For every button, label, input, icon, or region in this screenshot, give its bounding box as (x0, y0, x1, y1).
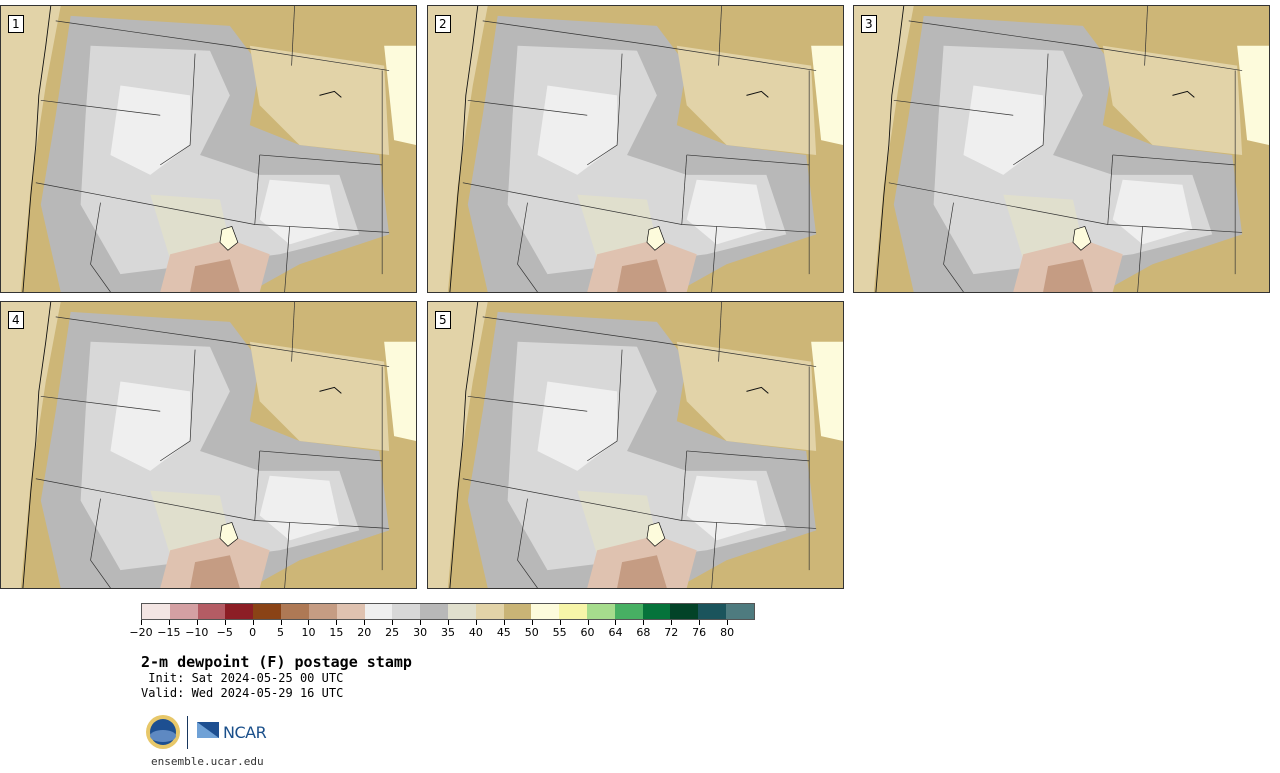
colorbar-tick (280, 620, 282, 625)
colorbar-swatch (253, 604, 282, 619)
colorbar-swatch (364, 604, 393, 619)
colorbar-tick (531, 620, 533, 625)
dewpoint-map (854, 6, 1269, 292)
panel-label: 2 (435, 15, 451, 33)
colorbar-tick (420, 620, 422, 625)
colorbar-tick-label: 72 (664, 626, 679, 639)
colorbar-swatch (281, 604, 309, 619)
colorbar-swatch (447, 604, 476, 619)
colorbar-tick-label: 60 (580, 626, 595, 639)
colorbar-tick (699, 620, 701, 625)
valid-time: Valid: Wed 2024-05-29 16 UTC (141, 686, 344, 700)
site-url: ensemble.ucar.edu (151, 755, 264, 768)
colorbar-swatch (392, 604, 421, 619)
colorbar-tick (503, 620, 505, 625)
init-time: Init: Sat 2024-05-25 00 UTC (141, 671, 344, 685)
colorbar-tick (336, 620, 338, 625)
colorbar-swatch (726, 604, 754, 619)
colorbar-tick (448, 620, 449, 625)
colorbar-swatch (614, 604, 643, 619)
colorbar-tick (224, 620, 226, 625)
map-panel-1: 1 (0, 5, 417, 293)
colorbar-tick-label: 80 (720, 626, 735, 639)
panel-label: 1 (8, 15, 24, 33)
dewpoint-map (428, 6, 843, 292)
colorbar-tick-label: 25 (385, 626, 400, 639)
colorbar-swatch (475, 604, 504, 619)
colorbar (141, 603, 755, 620)
dewpoint-map (1, 302, 416, 588)
colorbar-tick-label: 5 (277, 626, 285, 639)
logo-divider (187, 716, 188, 749)
colorbar-swatch (142, 604, 170, 619)
colorbar-swatch (308, 604, 337, 619)
colorbar-swatch (587, 604, 615, 619)
colorbar-tick-label: 10 (301, 626, 316, 639)
colorbar-tick (141, 620, 142, 625)
colorbar-tick (168, 620, 170, 625)
colorbar-tick-label: 30 (413, 626, 428, 639)
colorbar-ticks: −20 −15 −10 −5 0 5 10 15 20 25 30 35 40 45 50 55 60 64 68 7… (129, 620, 755, 640)
colorbar-tick (727, 620, 729, 625)
colorbar-tick-label: 76 (692, 626, 707, 639)
panel-label: 4 (8, 311, 24, 329)
nsf-logo-icon (146, 715, 180, 749)
colorbar-tick-label: 20 (357, 626, 372, 639)
colorbar-tick (475, 620, 477, 625)
colorbar-tick (615, 620, 617, 625)
colorbar-tick (364, 620, 366, 625)
colorbar-tick (196, 620, 198, 625)
colorbar-tick-label: 45 (496, 626, 511, 639)
colorbar-tick (559, 620, 561, 625)
logos: NCAR (145, 714, 275, 752)
colorbar-tick-label: 64 (608, 626, 623, 639)
colorbar-tick-label: 50 (524, 626, 539, 639)
colorbar-swatch (420, 604, 448, 619)
colorbar-tick-label: −5 (216, 626, 233, 639)
colorbar-swatch (225, 604, 254, 619)
colorbar-tick-label: 68 (636, 626, 651, 639)
dewpoint-map (1, 6, 416, 292)
colorbar-swatch (698, 604, 727, 619)
colorbar-swatch (559, 604, 587, 619)
dewpoint-map (428, 302, 843, 588)
colorbar-tick (671, 620, 673, 625)
map-panel-5: 5 (427, 301, 844, 589)
colorbar-swatch (336, 604, 365, 619)
colorbar-tick-label: 15 (329, 626, 344, 639)
panel-label: 3 (861, 15, 877, 33)
colorbar-swatch (642, 604, 671, 619)
colorbar-tick (643, 620, 645, 625)
colorbar-tick-label: 40 (468, 626, 483, 639)
ncar-logo-icon (197, 722, 219, 738)
panel-label: 5 (435, 311, 451, 329)
colorbar-tick (392, 620, 394, 625)
colorbar-tick-label: −20 (129, 626, 153, 639)
colorbar-tick (587, 620, 589, 625)
ncar-wordmark: NCAR (223, 723, 267, 742)
map-panel-3: 3 (853, 5, 1270, 293)
plot-title: 2-m dewpoint (F) postage stamp (141, 653, 412, 671)
colorbar-tick-label: −10 (185, 626, 209, 639)
map-panel-2: 2 (427, 5, 844, 293)
colorbar-tick-label: −15 (157, 626, 181, 639)
colorbar-swatch (169, 604, 198, 619)
colorbar-swatch (531, 604, 560, 619)
colorbar-tick-label: 35 (441, 626, 455, 639)
colorbar-tick (252, 620, 254, 625)
map-panel-4: 4 (0, 301, 417, 589)
colorbar-tick-label: 0 (249, 626, 257, 639)
colorbar-tick-label: 55 (552, 626, 567, 639)
colorbar-tick (308, 620, 310, 625)
colorbar-swatch (670, 604, 699, 619)
colorbar-swatch (503, 604, 532, 619)
colorbar-swatch (197, 604, 226, 619)
